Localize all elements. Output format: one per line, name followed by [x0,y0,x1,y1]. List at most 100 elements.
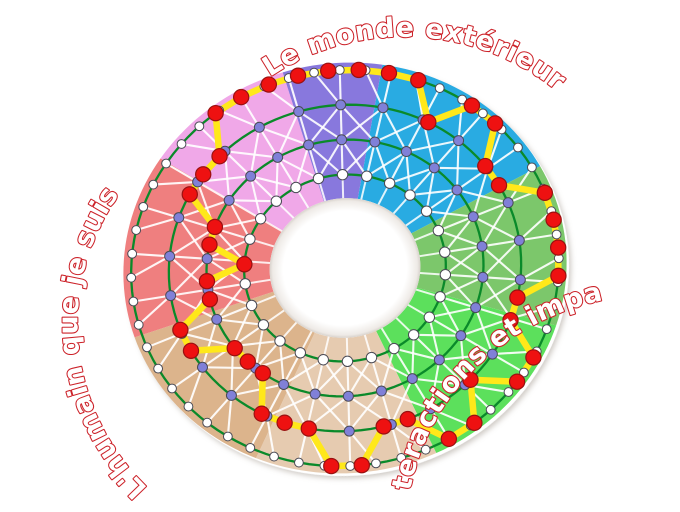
ring-node[interactable] [138,201,149,212]
ring-node[interactable] [126,272,137,283]
highlighted-node[interactable] [206,218,224,236]
ring-node[interactable] [485,404,496,415]
highlighted-node[interactable] [410,71,427,89]
ring-node[interactable] [548,301,559,311]
highlighted-node[interactable] [353,456,370,474]
highlighted-node[interactable] [239,353,256,370]
highlighted-node[interactable] [226,339,243,357]
highlighted-node[interactable] [276,414,293,431]
ring-node[interactable] [335,99,347,111]
highlighted-node[interactable] [420,114,437,131]
highlighted-node[interactable] [207,104,224,122]
highlighted-node[interactable] [440,430,458,448]
highlighted-node[interactable] [195,166,212,183]
ring-node[interactable] [420,205,433,217]
ring-node[interactable] [309,388,321,400]
ring-node[interactable] [502,197,514,209]
ring-node[interactable] [239,278,251,290]
highlighted-node[interactable] [508,373,526,390]
ring-node[interactable] [551,229,562,240]
ring-node[interactable] [165,290,177,302]
ring-node[interactable] [336,168,349,181]
highlighted-node[interactable] [300,420,317,437]
ring-node[interactable] [420,444,431,455]
ring-node[interactable] [513,142,523,153]
ring-node[interactable] [131,225,142,235]
ring-node[interactable] [406,373,418,385]
highlighted-node[interactable] [260,76,278,93]
ring-node[interactable] [312,172,325,185]
ring-node[interactable] [439,269,452,281]
ring-node[interactable] [294,347,307,359]
highlighted-node[interactable] [236,256,253,273]
highlighted-node[interactable] [323,457,340,475]
highlighted-node[interactable] [399,410,416,428]
highlighted-node[interactable] [466,414,483,432]
highlighted-node[interactable] [477,157,494,175]
ring-node[interactable] [361,170,373,182]
ring-node[interactable] [377,102,389,114]
ring-node[interactable] [476,240,488,252]
ring-node[interactable] [127,248,138,259]
highlighted-node[interactable] [181,186,198,203]
ring-node[interactable] [133,319,144,330]
highlighted-node[interactable] [253,405,270,422]
ring-node[interactable] [142,342,152,353]
highlighted-node[interactable] [198,273,216,290]
highlighted-node[interactable] [350,61,367,79]
ring-node[interactable] [274,335,286,347]
ring-node[interactable] [453,135,465,147]
ring-node[interactable] [383,177,396,189]
highlighted-node[interactable] [550,267,567,285]
ring-node[interactable] [222,431,233,442]
highlighted-node[interactable] [182,342,200,359]
highlighted-node[interactable] [549,239,567,256]
ring-node[interactable] [345,461,356,471]
ring-node[interactable] [451,184,463,196]
ring-node[interactable] [433,354,445,366]
highlighted-node[interactable] [172,321,189,339]
ring-node[interactable] [486,348,498,360]
ring-node[interactable] [503,387,514,397]
ring-node[interactable] [176,139,187,149]
ring-node[interactable] [432,224,445,237]
ring-node[interactable] [303,139,315,151]
ring-node[interactable] [293,106,305,118]
ring-node[interactable] [257,319,270,331]
ring-node[interactable] [388,342,400,355]
highlighted-node[interactable] [502,311,519,329]
ring-node[interactable] [470,302,482,314]
ring-node[interactable] [278,378,290,390]
ring-node[interactable] [294,457,304,468]
ring-node[interactable] [439,246,451,258]
highlighted-node[interactable] [509,289,526,306]
ring-node[interactable] [375,385,387,397]
ring-node[interactable] [309,67,319,78]
ring-node[interactable] [164,250,176,262]
ring-node[interactable] [404,189,416,201]
highlighted-node[interactable] [201,236,218,253]
ring-node[interactable] [423,311,436,323]
ring-node[interactable] [541,324,552,335]
ring-node[interactable] [183,401,194,412]
ring-node[interactable] [254,213,267,225]
ring-node[interactable] [467,211,479,223]
ring-node[interactable] [245,299,258,312]
highlighted-node[interactable] [536,184,554,202]
highlighted-node[interactable] [289,67,307,84]
ring-node[interactable] [244,233,256,245]
ring-node[interactable] [434,291,446,303]
ring-node[interactable] [202,417,213,428]
ring-node[interactable] [225,389,237,401]
ring-node[interactable] [197,361,208,373]
highlighted-node[interactable] [375,418,392,435]
ring-node[interactable] [161,158,172,169]
ring-node[interactable] [342,390,354,402]
ring-node[interactable] [428,162,440,174]
ring-node[interactable] [148,179,159,190]
ring-node[interactable] [167,383,177,394]
ring-node[interactable] [194,121,205,132]
ring-node[interactable] [343,425,355,437]
highlighted-node[interactable] [320,62,337,80]
ring-node[interactable] [223,194,235,206]
